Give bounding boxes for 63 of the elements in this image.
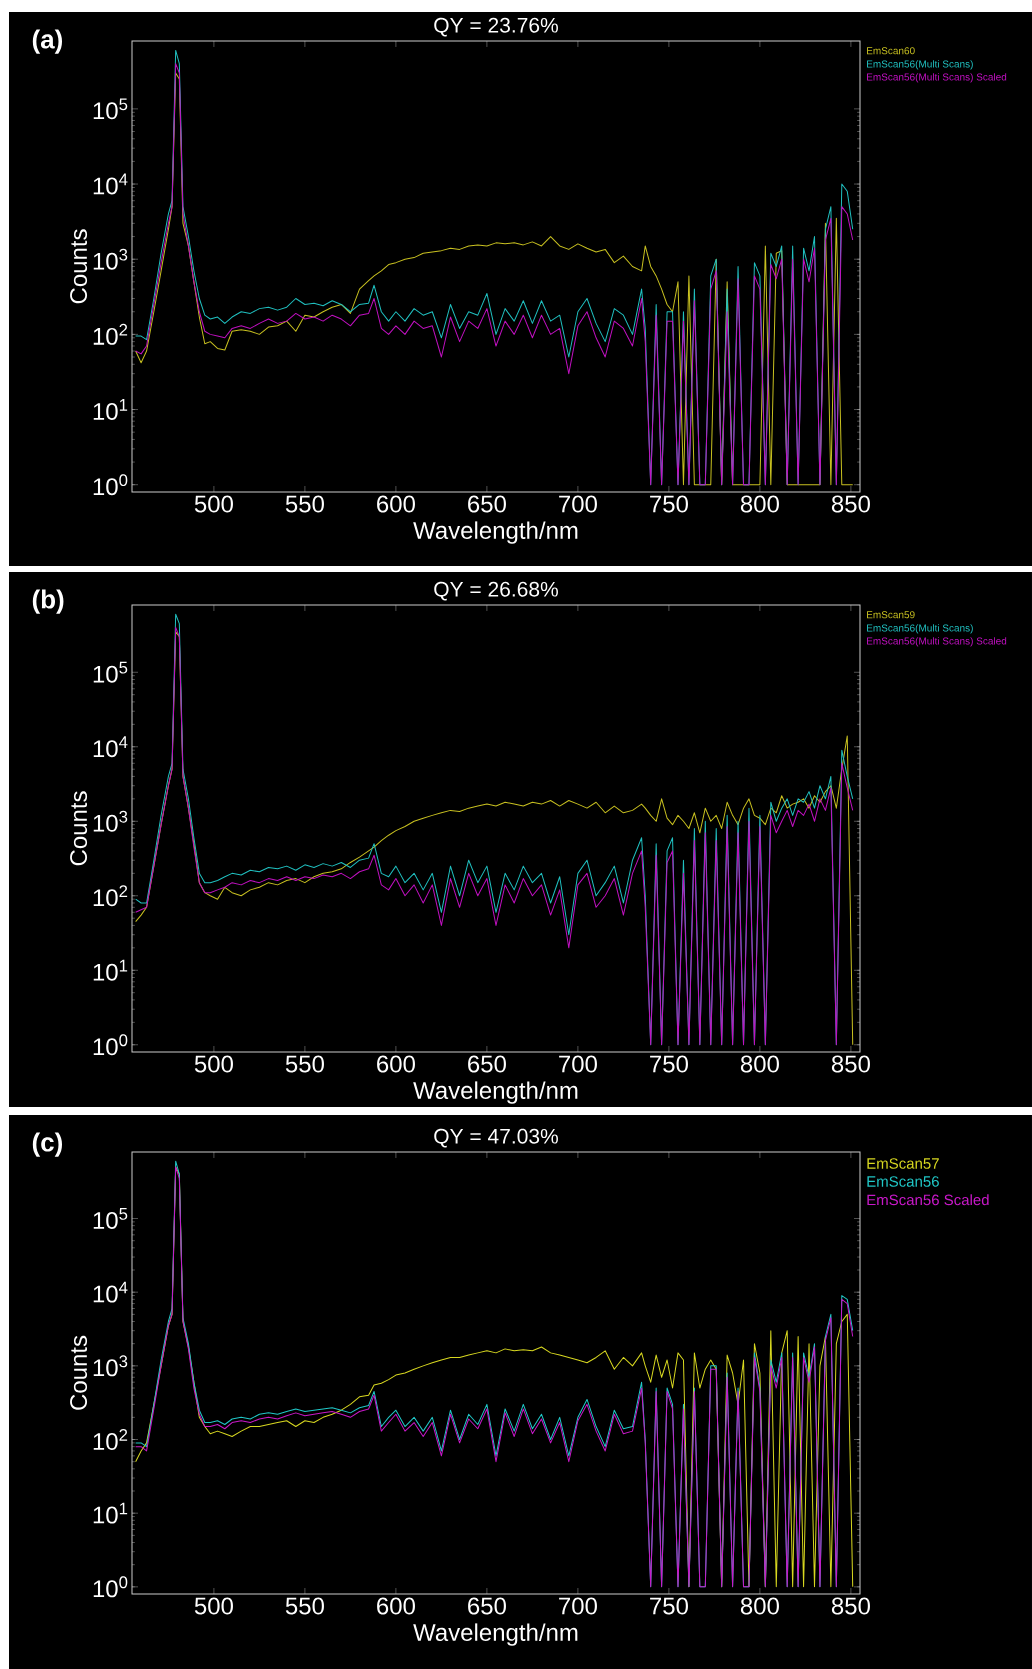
y-axis-title: Counts — [70, 791, 88, 866]
y-tick-label: 10$^{3}$ — [93, 1355, 128, 1377]
y-tick-label: 10$^{5}$ — [93, 1208, 128, 1229]
x-tick-label: 800 — [740, 1055, 779, 1073]
x-tick-label: 550 — [285, 1055, 324, 1073]
text: EmScan57 — [867, 1158, 939, 1169]
text: EmScan60 — [867, 47, 915, 55]
text: EmScan56(Multi Scans) — [867, 624, 973, 634]
text: EmScan59 — [867, 611, 915, 619]
x-tick-label: 500 — [194, 1597, 233, 1615]
x-tick-label: 600 — [377, 1597, 415, 1615]
y-tick-label: 10$^{1}$ — [93, 399, 128, 420]
y-tick-label: 10$^{4}$ — [93, 173, 128, 195]
y-axis-title: Counts — [70, 1335, 88, 1410]
y-tick-label: 10$^{2}$ — [93, 1429, 128, 1451]
y-tick-label: 10$^{1}$ — [93, 1502, 128, 1524]
x-tick-label: 750 — [650, 1055, 688, 1073]
y-tick-label: 10$^{4}$ — [93, 1281, 128, 1303]
x-tick-label: 750 — [650, 495, 688, 513]
y-tick-label: 10$^{1}$ — [93, 959, 128, 981]
x-tick-label: 600 — [377, 1055, 415, 1073]
x-tick-label: 700 — [559, 1055, 597, 1073]
y-tick-label: 10$^{0}$ — [93, 474, 128, 496]
y-tick-label: 10$^{0}$ — [93, 1576, 128, 1598]
x-tick-label: 550 — [285, 1597, 324, 1615]
chart-title: QY = 26.68% — [434, 581, 558, 601]
chart-title: QY = 47.03% — [434, 1128, 558, 1148]
y-tick-label: 10$^{3}$ — [93, 248, 128, 270]
y-tick-label: 10$^{4}$ — [93, 736, 128, 758]
y-axis-title: Counts — [70, 229, 88, 304]
text: EmScan56(Multi Scans) Scaled — [867, 637, 1007, 647]
x-tick-label: 650 — [468, 1055, 506, 1073]
text: EmScan56(Multi Scans) Scaled — [867, 73, 1007, 83]
x-tick-label: 800 — [740, 1597, 779, 1615]
text: EmScan56(Multi Scans) — [867, 60, 973, 70]
text: EmScan56 Scaled — [867, 1194, 989, 1206]
x-tick-label: 500 — [194, 1055, 233, 1073]
chart-title: QY = 23.76% — [434, 17, 558, 37]
x-axis-title: Wavelength/nm — [413, 1081, 578, 1104]
y-tick-label: 10$^{0}$ — [93, 1034, 128, 1056]
x-tick-label: 600 — [377, 495, 415, 513]
x-tick-label: 750 — [650, 1597, 688, 1615]
text: EmScan56 — [867, 1176, 939, 1187]
y-tick-label: 10$^{2}$ — [93, 885, 128, 907]
x-tick-label: 550 — [285, 495, 324, 513]
x-tick-label: 850 — [831, 1055, 870, 1073]
x-tick-label: 700 — [559, 495, 597, 513]
x-axis-title: Wavelength/nm — [413, 521, 578, 544]
x-tick-label: 850 — [831, 1597, 870, 1615]
x-tick-label: 800 — [740, 495, 779, 513]
x-tick-label: 650 — [468, 1597, 506, 1615]
y-tick-label: 10$^{3}$ — [93, 810, 128, 832]
y-tick-label: 10$^{5}$ — [93, 661, 128, 683]
x-tick-label: 500 — [194, 495, 233, 513]
text: (b) — [32, 589, 64, 614]
text: (a) — [32, 29, 63, 54]
text: (c) — [32, 1132, 63, 1157]
y-tick-label: 10$^{2}$ — [93, 323, 128, 345]
x-axis-title: Wavelength/nm — [413, 1623, 578, 1646]
x-tick-label: 650 — [468, 495, 506, 513]
y-tick-label: 10$^{5}$ — [93, 98, 128, 120]
x-tick-label: 850 — [831, 495, 870, 513]
x-tick-label: 700 — [559, 1597, 597, 1615]
